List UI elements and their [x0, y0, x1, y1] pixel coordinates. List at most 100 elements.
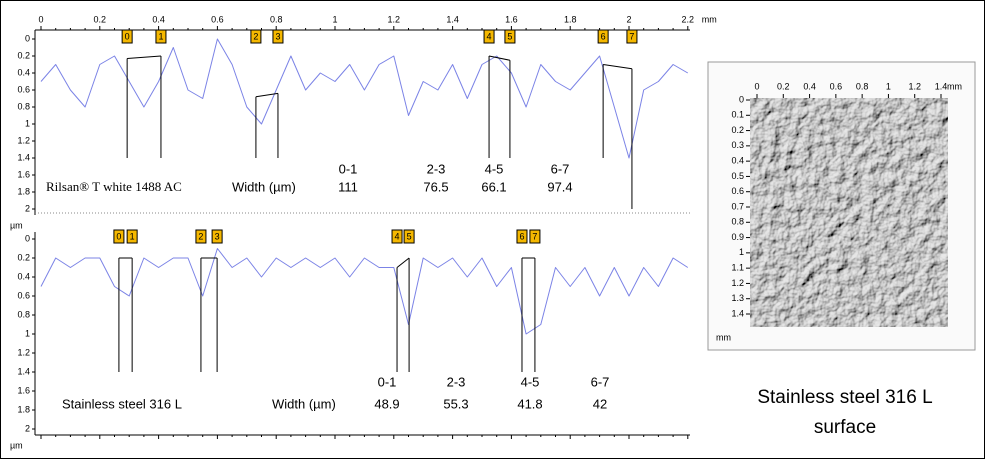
- marker-label: 5: [507, 31, 512, 41]
- marker-box: [597, 29, 609, 44]
- marker-box: [155, 29, 167, 44]
- image-x-tick-label: 0.8: [856, 81, 869, 91]
- y-tick-label: 1.4: [17, 152, 30, 162]
- image-y-tick-label: 0.5: [731, 171, 744, 181]
- x-axis-label: mm: [702, 14, 717, 24]
- y-tick-label: 0: [25, 33, 30, 43]
- image-x-unit: mm: [947, 81, 962, 91]
- image-y-tick-label: 0.4: [731, 156, 744, 166]
- x-tick-label: 0.4: [152, 14, 165, 24]
- width-label: Width (µm): [232, 179, 296, 194]
- pair-connector: [603, 64, 633, 70]
- image-y-tick-label: 0.3: [731, 140, 744, 150]
- y-tick-label: 0.8: [17, 101, 30, 111]
- surface-texture: [750, 98, 948, 327]
- marker-box: [121, 29, 133, 44]
- pair-label: 4-5: [485, 161, 504, 176]
- image-y-tick-label: 1.4: [731, 308, 744, 318]
- y-tick-label: 0.4: [17, 271, 30, 281]
- y-tick-label: 2: [25, 203, 30, 213]
- marker-box: [250, 29, 262, 44]
- marker-box: [126, 229, 138, 244]
- y-axis-label: µm: [10, 440, 23, 450]
- pair-label: 2-3: [427, 161, 446, 176]
- image-y-tick-label: 0.6: [731, 186, 744, 196]
- marker-box: [626, 29, 638, 44]
- marker-box: [113, 229, 125, 244]
- image-x-tick-label: 1.2: [908, 81, 921, 91]
- x-tick-label: 1.4: [446, 14, 459, 24]
- image-y-tick-label: 1.2: [731, 278, 744, 288]
- pair-connector: [255, 92, 279, 98]
- image-y-tick-label: 0.8: [731, 217, 744, 227]
- marker-label: 7: [629, 31, 634, 41]
- marker-label: 7: [532, 231, 537, 241]
- width-value: 42: [593, 396, 607, 411]
- image-y-tick-label: 1: [739, 247, 744, 257]
- marker-box: [504, 29, 516, 44]
- y-tick-label: 2: [25, 423, 30, 433]
- image-x-tick-label: 1: [886, 81, 891, 91]
- marker-box: [211, 229, 223, 244]
- y-tick-label: 1.2: [17, 135, 30, 145]
- image-y-unit: mm: [716, 332, 731, 342]
- pair-label: 4-5: [521, 374, 540, 389]
- y-tick-label: 1.8: [17, 404, 30, 414]
- y-tick-label: 1.4: [17, 366, 30, 376]
- x-tick-label: 0.8: [270, 14, 283, 24]
- y-tick-label: 0.2: [17, 50, 30, 60]
- marker-label: 1: [130, 231, 135, 241]
- y-tick-label: 1: [25, 118, 30, 128]
- marker-label: 4: [395, 231, 400, 241]
- marker-box: [272, 29, 284, 44]
- width-value: 41.8: [517, 396, 542, 411]
- y-tick-label: 1.8: [17, 186, 30, 196]
- marker-label: 5: [407, 231, 412, 241]
- y-tick-label: 0.2: [17, 252, 30, 262]
- pair-connector: [396, 257, 410, 268]
- y-tick-label: 0.6: [17, 290, 30, 300]
- width-label: Width (µm): [272, 396, 336, 411]
- marker-label: 1: [158, 31, 163, 41]
- pair-label: 0-1: [378, 374, 397, 389]
- pair-label: 0-1: [339, 161, 358, 176]
- x-tick-label: 0.6: [211, 14, 224, 24]
- width-value: 66.1: [481, 179, 506, 194]
- x-tick-label: 0: [38, 14, 43, 24]
- x-tick-label: 2.2: [682, 14, 695, 24]
- y-tick-label: 1.6: [17, 385, 30, 395]
- series-label: Rilsan® T white 1488 AC: [46, 179, 182, 194]
- y-tick-label: 1.2: [17, 347, 30, 357]
- image-y-tick-label: 0.9: [731, 232, 744, 242]
- image-y-tick-label: 1.1: [731, 263, 744, 273]
- y-tick-label: 0.4: [17, 67, 30, 77]
- marker-label: 4: [487, 31, 492, 41]
- marker-box: [195, 229, 207, 244]
- x-tick-label: 1: [332, 14, 337, 24]
- marker-label: 3: [275, 31, 280, 41]
- y-axis-label: µm: [10, 220, 23, 230]
- pair-label: 2-3: [447, 374, 466, 389]
- marker-box: [403, 229, 415, 244]
- marker-box: [516, 229, 528, 244]
- profile-line: [40, 248, 689, 335]
- pair-connector: [488, 55, 511, 61]
- image-x-tick-label: 1.4: [935, 81, 948, 91]
- profile-line: [40, 38, 689, 159]
- series-label: Stainless steel 316 L: [62, 396, 182, 411]
- width-value: 111: [338, 179, 358, 194]
- marker-box: [483, 29, 495, 44]
- y-tick-label: 0: [25, 233, 30, 243]
- marker-label: 0: [125, 31, 130, 41]
- image-y-tick-label: 1.3: [731, 293, 744, 303]
- x-tick-label: 1.6: [505, 14, 518, 24]
- image-y-tick-label: 0.2: [731, 125, 744, 135]
- y-tick-label: 0.6: [17, 84, 30, 94]
- x-tick-label: 1.8: [564, 14, 577, 24]
- image-x-tick-label: 0.4: [803, 81, 816, 91]
- width-value: 55.3: [443, 396, 468, 411]
- image-y-tick-label: 0: [739, 94, 744, 104]
- y-tick-label: 1: [25, 328, 30, 338]
